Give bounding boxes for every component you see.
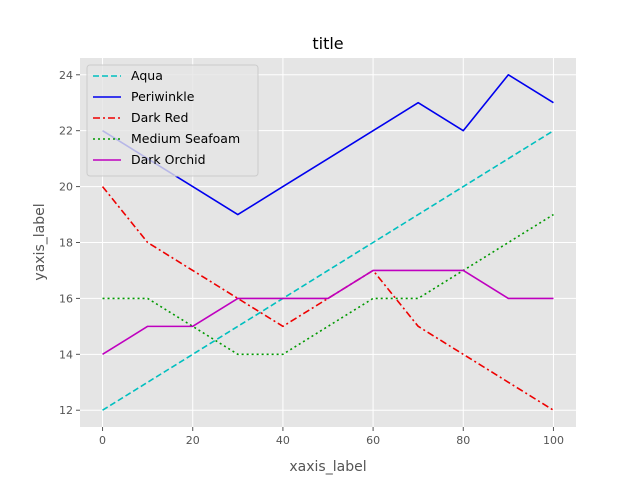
x-tick-label: 80 [456,434,470,447]
x-tick-label: 40 [276,434,290,447]
legend-label: Aqua [131,68,163,83]
x-tick-label: 0 [99,434,106,447]
legend-label: Medium Seafoam [131,131,240,146]
x-tick-label: 100 [543,434,564,447]
series-line-dark-red [101,186,554,411]
x-tick-label: 60 [366,434,380,447]
y-tick-label: 16 [59,292,73,305]
legend-label: Dark Orchid [131,152,206,167]
series-line-aqua [102,130,554,411]
y-axis-ticks: 12 14 16 18 20 22 24 [59,69,80,417]
series-line-dark-orchid [102,269,554,355]
legend-label: Dark Red [131,110,188,125]
y-axis-label: yaxis_label [32,203,48,280]
legend-label: Periwinkle [131,89,195,104]
legend-box [86,64,259,177]
y-tick-label: 22 [59,125,73,138]
y-tick-label: 12 [59,404,73,417]
series-layer [101,73,554,411]
chart-title: title [312,34,343,53]
y-tick-label: 18 [59,237,73,250]
y-tick-label: 14 [59,348,73,361]
series-line-periwinkle [102,73,554,216]
x-axis-label: xaxis_label [289,459,366,475]
y-tick-label: 20 [59,181,73,194]
x-tick-label: 20 [186,434,200,447]
y-tick-label: 24 [59,69,73,82]
legend: Aqua Periwinkle Dark Red Medium Seafoam Dark… [86,64,259,177]
x-axis-ticks: 0 20 40 60 80 100 [99,427,564,447]
series-line-medium-seafoam [102,213,554,356]
